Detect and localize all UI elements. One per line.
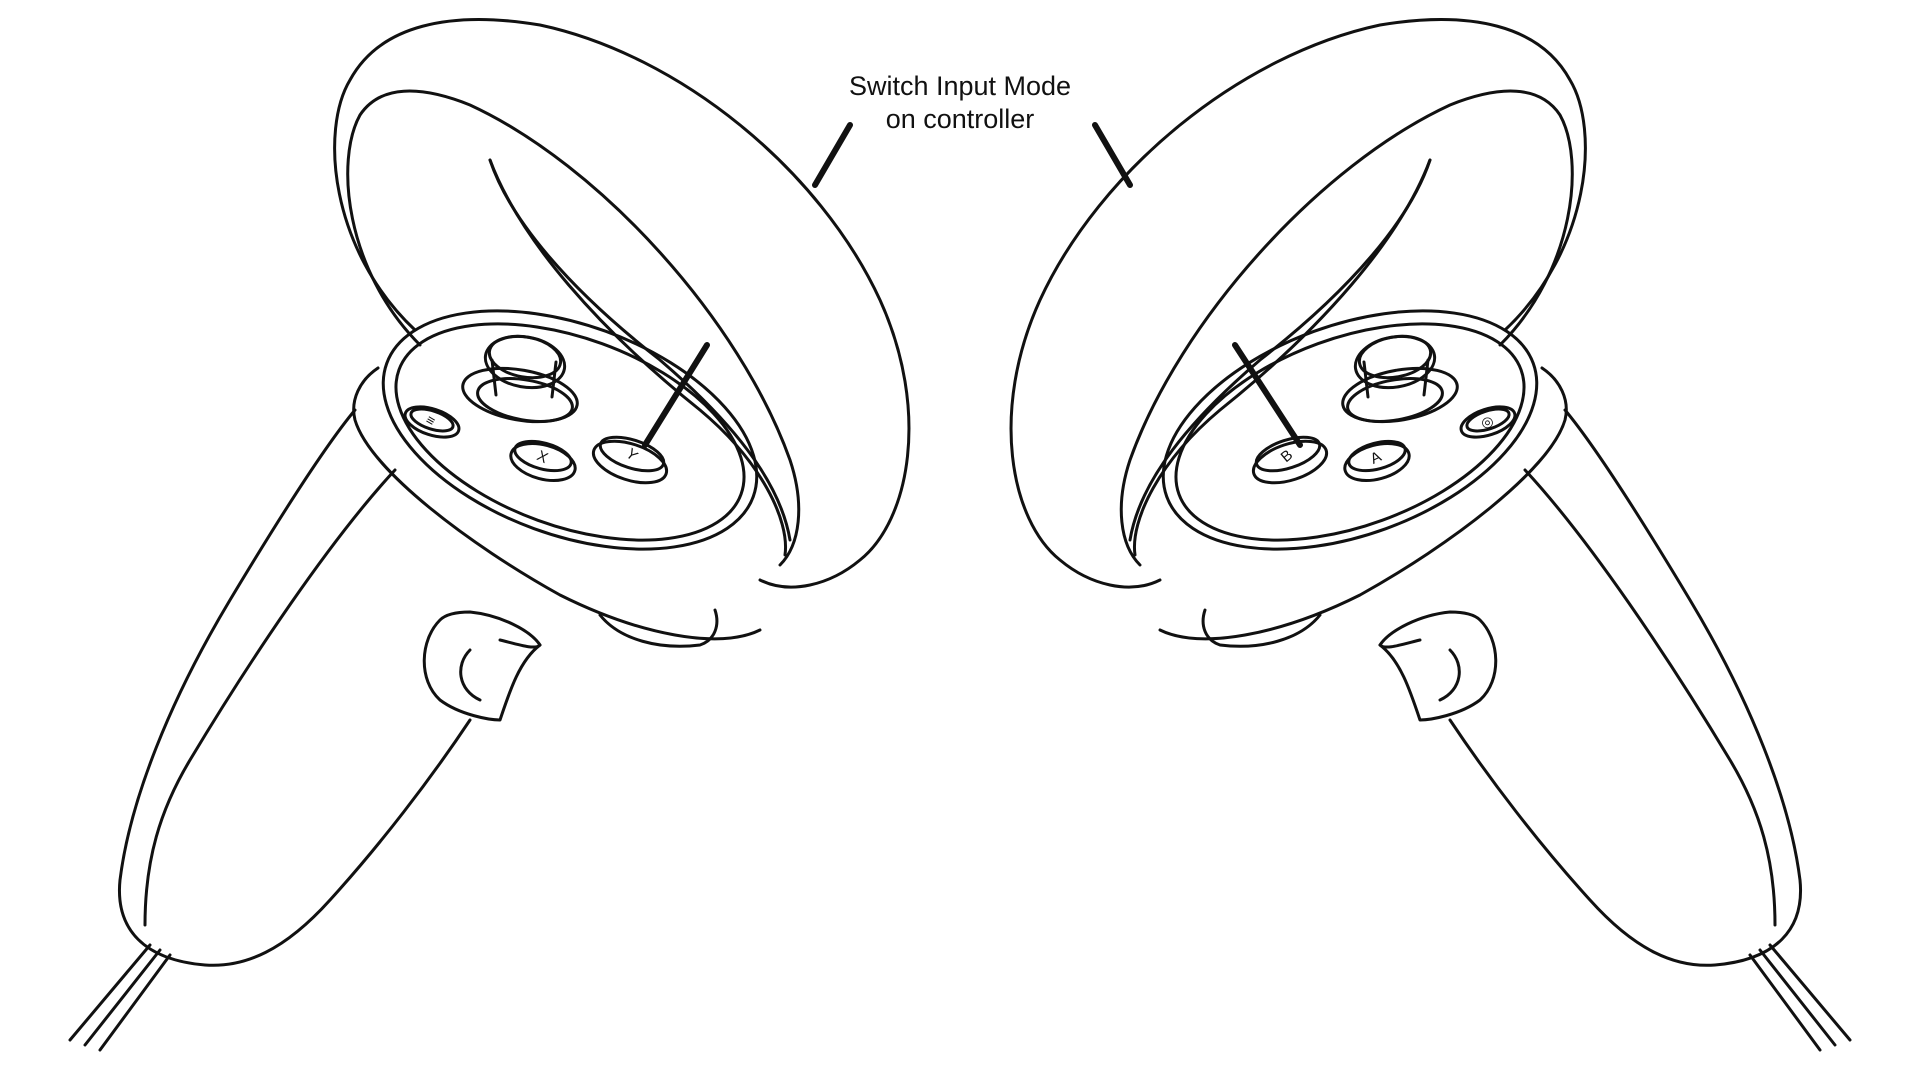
left-handle-outer <box>117 408 472 967</box>
right-joystick-ring <box>1346 377 1444 423</box>
right-handle-edge <box>1523 468 1777 927</box>
left-trigger[interactable] <box>422 610 542 722</box>
left-x-label: X <box>534 447 550 467</box>
right-b-label: B <box>1278 447 1297 466</box>
right-face-plate-inner <box>1174 322 1526 542</box>
right-callout-pointer-button <box>1232 342 1303 448</box>
right-face-plate <box>1161 309 1539 551</box>
left-y-label: Y <box>622 445 641 464</box>
callout-line-1: Switch Input Mode <box>848 71 1072 101</box>
left-tracking-ring-rim <box>346 89 801 567</box>
right-a-label: A <box>1368 448 1384 468</box>
left-trigger-face <box>459 638 542 702</box>
right-collar <box>1158 366 1568 641</box>
right-cable <box>1748 943 1852 1052</box>
right-oculus-button[interactable]: ◎ <box>1457 401 1518 443</box>
left-callout-pointer-button <box>642 342 710 448</box>
left-menu-button[interactable]: ≡ <box>401 401 462 443</box>
right-grip-bump <box>1201 608 1322 648</box>
right-callout-pointer-ring <box>1092 122 1133 188</box>
right-trigger[interactable] <box>1378 610 1498 722</box>
right-joystick-stem <box>1362 358 1430 399</box>
right-joystick-cap-top <box>1357 334 1433 380</box>
left-cable <box>68 943 172 1052</box>
callout-label: Switch Input Mode on controller <box>760 70 1160 136</box>
right-tracking-ring-inner-2 <box>1132 158 1432 557</box>
left-collar <box>352 366 762 641</box>
left-handle-edge <box>143 468 397 927</box>
left-x-button[interactable]: X <box>507 436 580 487</box>
left-y-button[interactable]: Y <box>588 430 671 490</box>
right-a-button[interactable]: A <box>1341 436 1414 487</box>
right-tracking-ring-outer <box>1009 18 1587 589</box>
callout-line-2: on controller <box>885 104 1035 134</box>
right-trigger-face <box>1378 638 1461 702</box>
right-b-button[interactable]: B <box>1248 430 1331 490</box>
left-joystick-ring <box>476 377 574 423</box>
left-callout-pointer-ring <box>812 122 853 188</box>
right-controller: ◎ A B <box>1009 18 1852 1052</box>
right-tracking-ring-rim <box>1119 89 1574 567</box>
right-handle-outer <box>1448 408 1803 967</box>
left-joystick-cap-top <box>487 334 563 380</box>
left-face-plate <box>381 309 759 551</box>
left-joystick-stem <box>490 358 558 399</box>
left-grip-bump <box>598 608 719 648</box>
left-controller: ≡ X Y <box>68 18 911 1052</box>
left-face-plate-inner <box>394 322 746 542</box>
left-tracking-ring-outer <box>333 18 911 589</box>
